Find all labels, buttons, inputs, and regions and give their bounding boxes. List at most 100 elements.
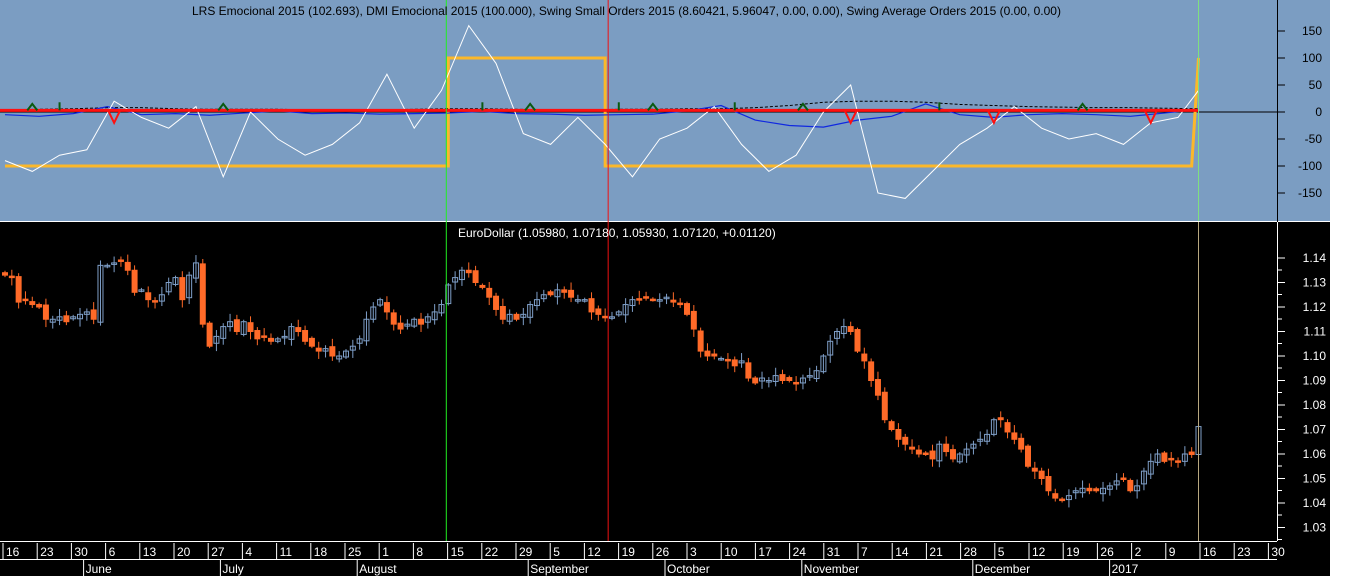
candle-body	[997, 417, 1004, 421]
day-label: 1	[382, 545, 389, 559]
candle	[1031, 461, 1038, 479]
candle-body	[922, 452, 929, 456]
candle	[520, 307, 527, 326]
candle	[1188, 447, 1195, 458]
candle	[779, 369, 786, 384]
candle-body	[738, 360, 745, 364]
candle-body	[295, 327, 302, 332]
candle	[83, 308, 90, 321]
candle-body	[745, 362, 752, 379]
candle-body	[520, 313, 527, 318]
candle-body	[759, 377, 766, 382]
candle-body	[629, 299, 636, 307]
candle-body	[2, 272, 8, 276]
candle	[356, 335, 363, 350]
candle-body	[513, 313, 520, 320]
candle	[8, 269, 15, 286]
day-label: 3	[690, 545, 697, 559]
candle-body	[1181, 453, 1188, 462]
candle-body	[602, 315, 609, 319]
candle	[595, 305, 602, 321]
day-label: 22	[485, 545, 499, 559]
candle	[527, 301, 534, 324]
candle	[29, 296, 36, 308]
price-tick-label: 1.13	[1303, 276, 1327, 290]
indicator-legend: LRS Emocional 2015 (102.693), DMI Emocio…	[192, 4, 1061, 18]
candle	[267, 333, 274, 345]
candle	[670, 292, 677, 307]
candle	[874, 371, 881, 401]
candle-body	[42, 304, 49, 320]
candle-body	[731, 359, 738, 367]
candle-body	[15, 276, 22, 303]
red-dip-marker	[107, 109, 122, 126]
candle	[70, 314, 77, 321]
candle-body	[984, 433, 991, 442]
day-label: 12	[1032, 545, 1046, 559]
candle-body	[302, 330, 309, 342]
day-label: 8	[416, 545, 423, 559]
candle	[608, 311, 615, 321]
candle	[1093, 486, 1100, 493]
candle	[663, 293, 670, 305]
candle	[418, 312, 425, 332]
candle-body	[1100, 487, 1107, 495]
candle-body	[138, 289, 145, 292]
candle-body	[1093, 488, 1100, 492]
candle-body	[874, 379, 881, 396]
candle-body	[431, 311, 438, 321]
candle-body	[615, 311, 622, 316]
candle	[295, 319, 302, 337]
candle	[902, 433, 909, 451]
candle-body	[288, 326, 295, 340]
y-tick-label: -150	[1298, 186, 1322, 200]
candle	[117, 256, 124, 267]
candle-body	[1140, 470, 1147, 485]
candle-body	[472, 270, 479, 283]
candle	[499, 298, 506, 325]
candle	[131, 265, 138, 296]
candle	[56, 308, 63, 326]
candle	[479, 283, 486, 290]
candle-body	[977, 438, 984, 442]
candle	[186, 271, 193, 305]
day-label: 16	[1203, 545, 1217, 559]
candle	[247, 316, 254, 340]
day-label: 26	[1100, 545, 1114, 559]
candle-body	[493, 295, 500, 310]
candle-body	[574, 299, 581, 302]
candle-body	[274, 338, 281, 342]
candle-body	[227, 321, 234, 328]
candle	[581, 297, 588, 303]
price-tick-label: 1.11	[1304, 325, 1327, 339]
candle	[622, 298, 629, 323]
candle-body	[97, 264, 104, 323]
candle-body	[840, 326, 847, 334]
month-label: November	[804, 562, 859, 576]
candle	[336, 351, 343, 363]
candle	[227, 313, 234, 332]
month-label: July	[222, 562, 243, 576]
candle-body	[131, 269, 138, 293]
candle-body	[820, 355, 827, 373]
candle	[888, 419, 895, 432]
candle-body	[499, 306, 506, 320]
candle-body	[1113, 480, 1120, 486]
candle-body	[827, 340, 834, 356]
candle-body	[22, 298, 29, 302]
candle-body	[165, 282, 172, 293]
candle-body	[1079, 487, 1086, 494]
candle	[793, 376, 800, 391]
day-label: 4	[245, 545, 252, 559]
green-peak-marker	[524, 102, 536, 111]
candle	[799, 374, 806, 390]
candle-body	[799, 377, 806, 384]
green-peak-marker	[647, 102, 659, 111]
candle-body	[349, 345, 356, 351]
candle-body	[192, 262, 199, 279]
candle-body	[1134, 485, 1141, 492]
candle-body	[486, 287, 493, 298]
candle	[111, 256, 118, 273]
